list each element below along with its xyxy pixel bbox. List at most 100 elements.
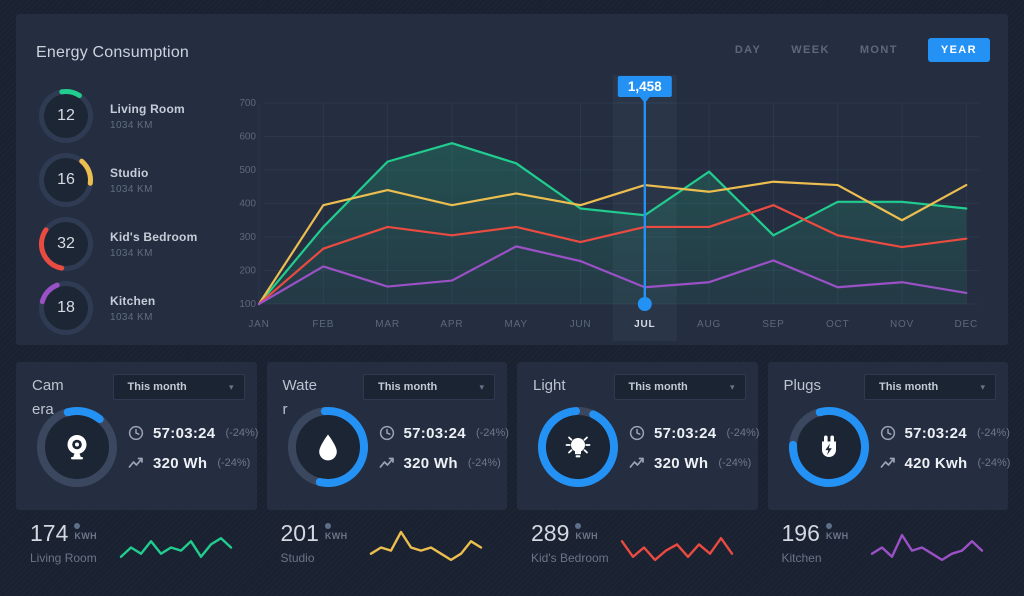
period-tabs: DAY WEEK MONT YEAR	[735, 38, 990, 62]
camera-progress-ring	[36, 406, 118, 488]
kwh-room-name: Studio	[280, 551, 315, 565]
chevron-down-icon: ▾	[228, 381, 234, 392]
sparkline-studio	[369, 530, 483, 562]
kitchen-value: 18	[57, 299, 75, 316]
room-sub: 1034 KM	[110, 183, 153, 195]
trend-icon	[378, 457, 394, 469]
plugs-energy-stat: 420 Kwh (-24%)	[879, 454, 1010, 472]
card-title: Plugs	[783, 377, 822, 394]
kitchen-ring: 18	[38, 280, 94, 336]
kwh-stat-studio: 201 KWH Studio	[267, 520, 508, 568]
kwh-room-name: Kid's Bedroom	[531, 551, 609, 565]
energy-chart-area: 700 600 500 400 300 200 100 JAN FEB MAR APR MAY JUN J…	[222, 74, 1006, 351]
living-room-value: 12	[57, 107, 75, 124]
dot-icon	[825, 523, 832, 529]
dot-icon	[74, 523, 81, 529]
y-axis-label: 300	[239, 232, 256, 243]
tooltip-value: 1,458	[628, 79, 662, 94]
room-kwh-stats: 174 KWH Living Room 201 KWH Studio	[16, 520, 1008, 568]
room-gauge-kitchen: 18 Kitchen 1034 KM	[38, 276, 197, 340]
camera-period-dropdown[interactable]: This month ▾	[112, 374, 245, 400]
plug-icon	[788, 406, 870, 488]
month-label[interactable]: MAR	[375, 319, 400, 330]
clock-icon	[379, 425, 394, 441]
month-label[interactable]: FEB	[312, 319, 334, 330]
studio-value: 16	[57, 171, 75, 188]
dot-icon	[324, 523, 331, 529]
light-bulb-icon	[537, 406, 619, 488]
month-label[interactable]: NOV	[890, 319, 914, 330]
kwh-unit: KWH	[575, 531, 599, 541]
water-time-stat: 57:03:24 (-24%)	[379, 424, 509, 442]
room-sub: 1034 KM	[110, 247, 153, 259]
light-period-dropdown[interactable]: This month ▾	[613, 374, 746, 400]
clock-icon	[880, 425, 895, 441]
y-axis-label: 600	[239, 132, 256, 143]
light-progress-ring	[537, 406, 619, 488]
kwh-stat-kitchen: 196 KWH Kitchen	[768, 520, 1009, 568]
progress-ring-icon	[39, 89, 93, 143]
trend-icon	[629, 457, 644, 469]
y-axis-label: 500	[239, 165, 256, 176]
series-line	[257, 245, 968, 306]
series-line	[257, 142, 968, 306]
kids-bedroom-ring: 32	[38, 216, 94, 272]
sparkline-kids-bedroom	[620, 536, 733, 562]
plugs-progress-ring	[788, 406, 870, 488]
card-water: Water This month ▾ 57:03:24 (-24%)	[266, 362, 509, 510]
kwh-room-name: Living Room	[30, 551, 97, 565]
y-axis-label: 700	[239, 98, 256, 109]
tab-week[interactable]: WEEK	[791, 44, 830, 56]
kwh-unit: KWH	[74, 531, 98, 541]
month-label[interactable]: DEC	[955, 319, 979, 330]
progress-ring-icon	[39, 153, 93, 207]
light-time-stat: 57:03:24 (-24%)	[629, 424, 759, 442]
energy-consumption-panel: Energy Consumption DAY WEEK MONT YEAR 12…	[16, 14, 1008, 345]
room-gauge-kids-bedroom: 32 Kid's Bedroom 1034 KM	[38, 212, 197, 276]
month-label[interactable]: JUL	[634, 319, 655, 330]
plugs-time-stat: 57:03:24 (-24%)	[880, 424, 1011, 442]
room-name: Living Room	[110, 101, 185, 116]
kwh-unit: KWH	[324, 531, 348, 541]
sparkline-kitchen	[870, 533, 984, 562]
energy-chart[interactable]: 700 600 500 400 300 200 100 JAN FEB MAR APR MAY JUN J…	[222, 74, 1006, 346]
month-label[interactable]: SEP	[762, 319, 784, 330]
kids-bedroom-value: 32	[57, 235, 75, 252]
trend-icon	[128, 457, 143, 469]
kwh-stat-kids-bedroom: 289 KWH Kid's Bedroom	[517, 520, 758, 568]
clock-icon	[629, 425, 645, 441]
water-energy-stat: 320 Wh (-24%)	[378, 454, 509, 472]
chart-tooltip	[617, 76, 672, 97]
month-label[interactable]: JAN	[248, 319, 269, 330]
chevron-down-icon: ▾	[729, 381, 735, 392]
series-line	[257, 180, 968, 306]
card-light: Light This month ▾ 57:03:24 (-24%)	[517, 362, 759, 510]
progress-ring-icon	[538, 407, 618, 487]
kwh-value: 174	[30, 520, 69, 546]
sparkline-living-room	[119, 536, 232, 558]
room-gauge-living-room: 12 Living Room 1034 KM	[38, 84, 197, 148]
studio-ring: 16	[38, 152, 94, 208]
kwh-room-name: Kitchen	[781, 551, 822, 565]
month-label[interactable]: APR	[440, 319, 463, 330]
water-period-dropdown[interactable]: This month ▾	[363, 374, 495, 400]
camera-icon	[36, 406, 118, 488]
month-label[interactable]: OCT	[826, 319, 850, 330]
plugs-period-dropdown[interactable]: This month ▾	[864, 374, 996, 400]
tab-year[interactable]: YEAR	[927, 38, 990, 62]
light-energy-stat: 320 Wh (-24%)	[629, 454, 759, 472]
tab-month[interactable]: MONT	[859, 44, 898, 56]
month-label[interactable]: MAY	[505, 319, 528, 330]
dot-icon	[575, 523, 582, 529]
month-label[interactable]: AUG	[697, 319, 721, 330]
progress-ring-icon	[39, 217, 93, 271]
card-plugs: Plugs This month ▾ 57:03:24 (-24%)	[767, 362, 1011, 510]
tab-day[interactable]: DAY	[734, 44, 762, 56]
room-name: Kitchen	[110, 293, 156, 308]
chevron-down-icon: ▾	[980, 381, 985, 392]
month-label[interactable]: JUN	[570, 319, 592, 330]
water-drop-icon	[287, 406, 369, 488]
card-camera: Camera This month ▾ 57:03:24 (-24%)	[16, 362, 258, 510]
y-axis-label: 400	[239, 199, 256, 210]
